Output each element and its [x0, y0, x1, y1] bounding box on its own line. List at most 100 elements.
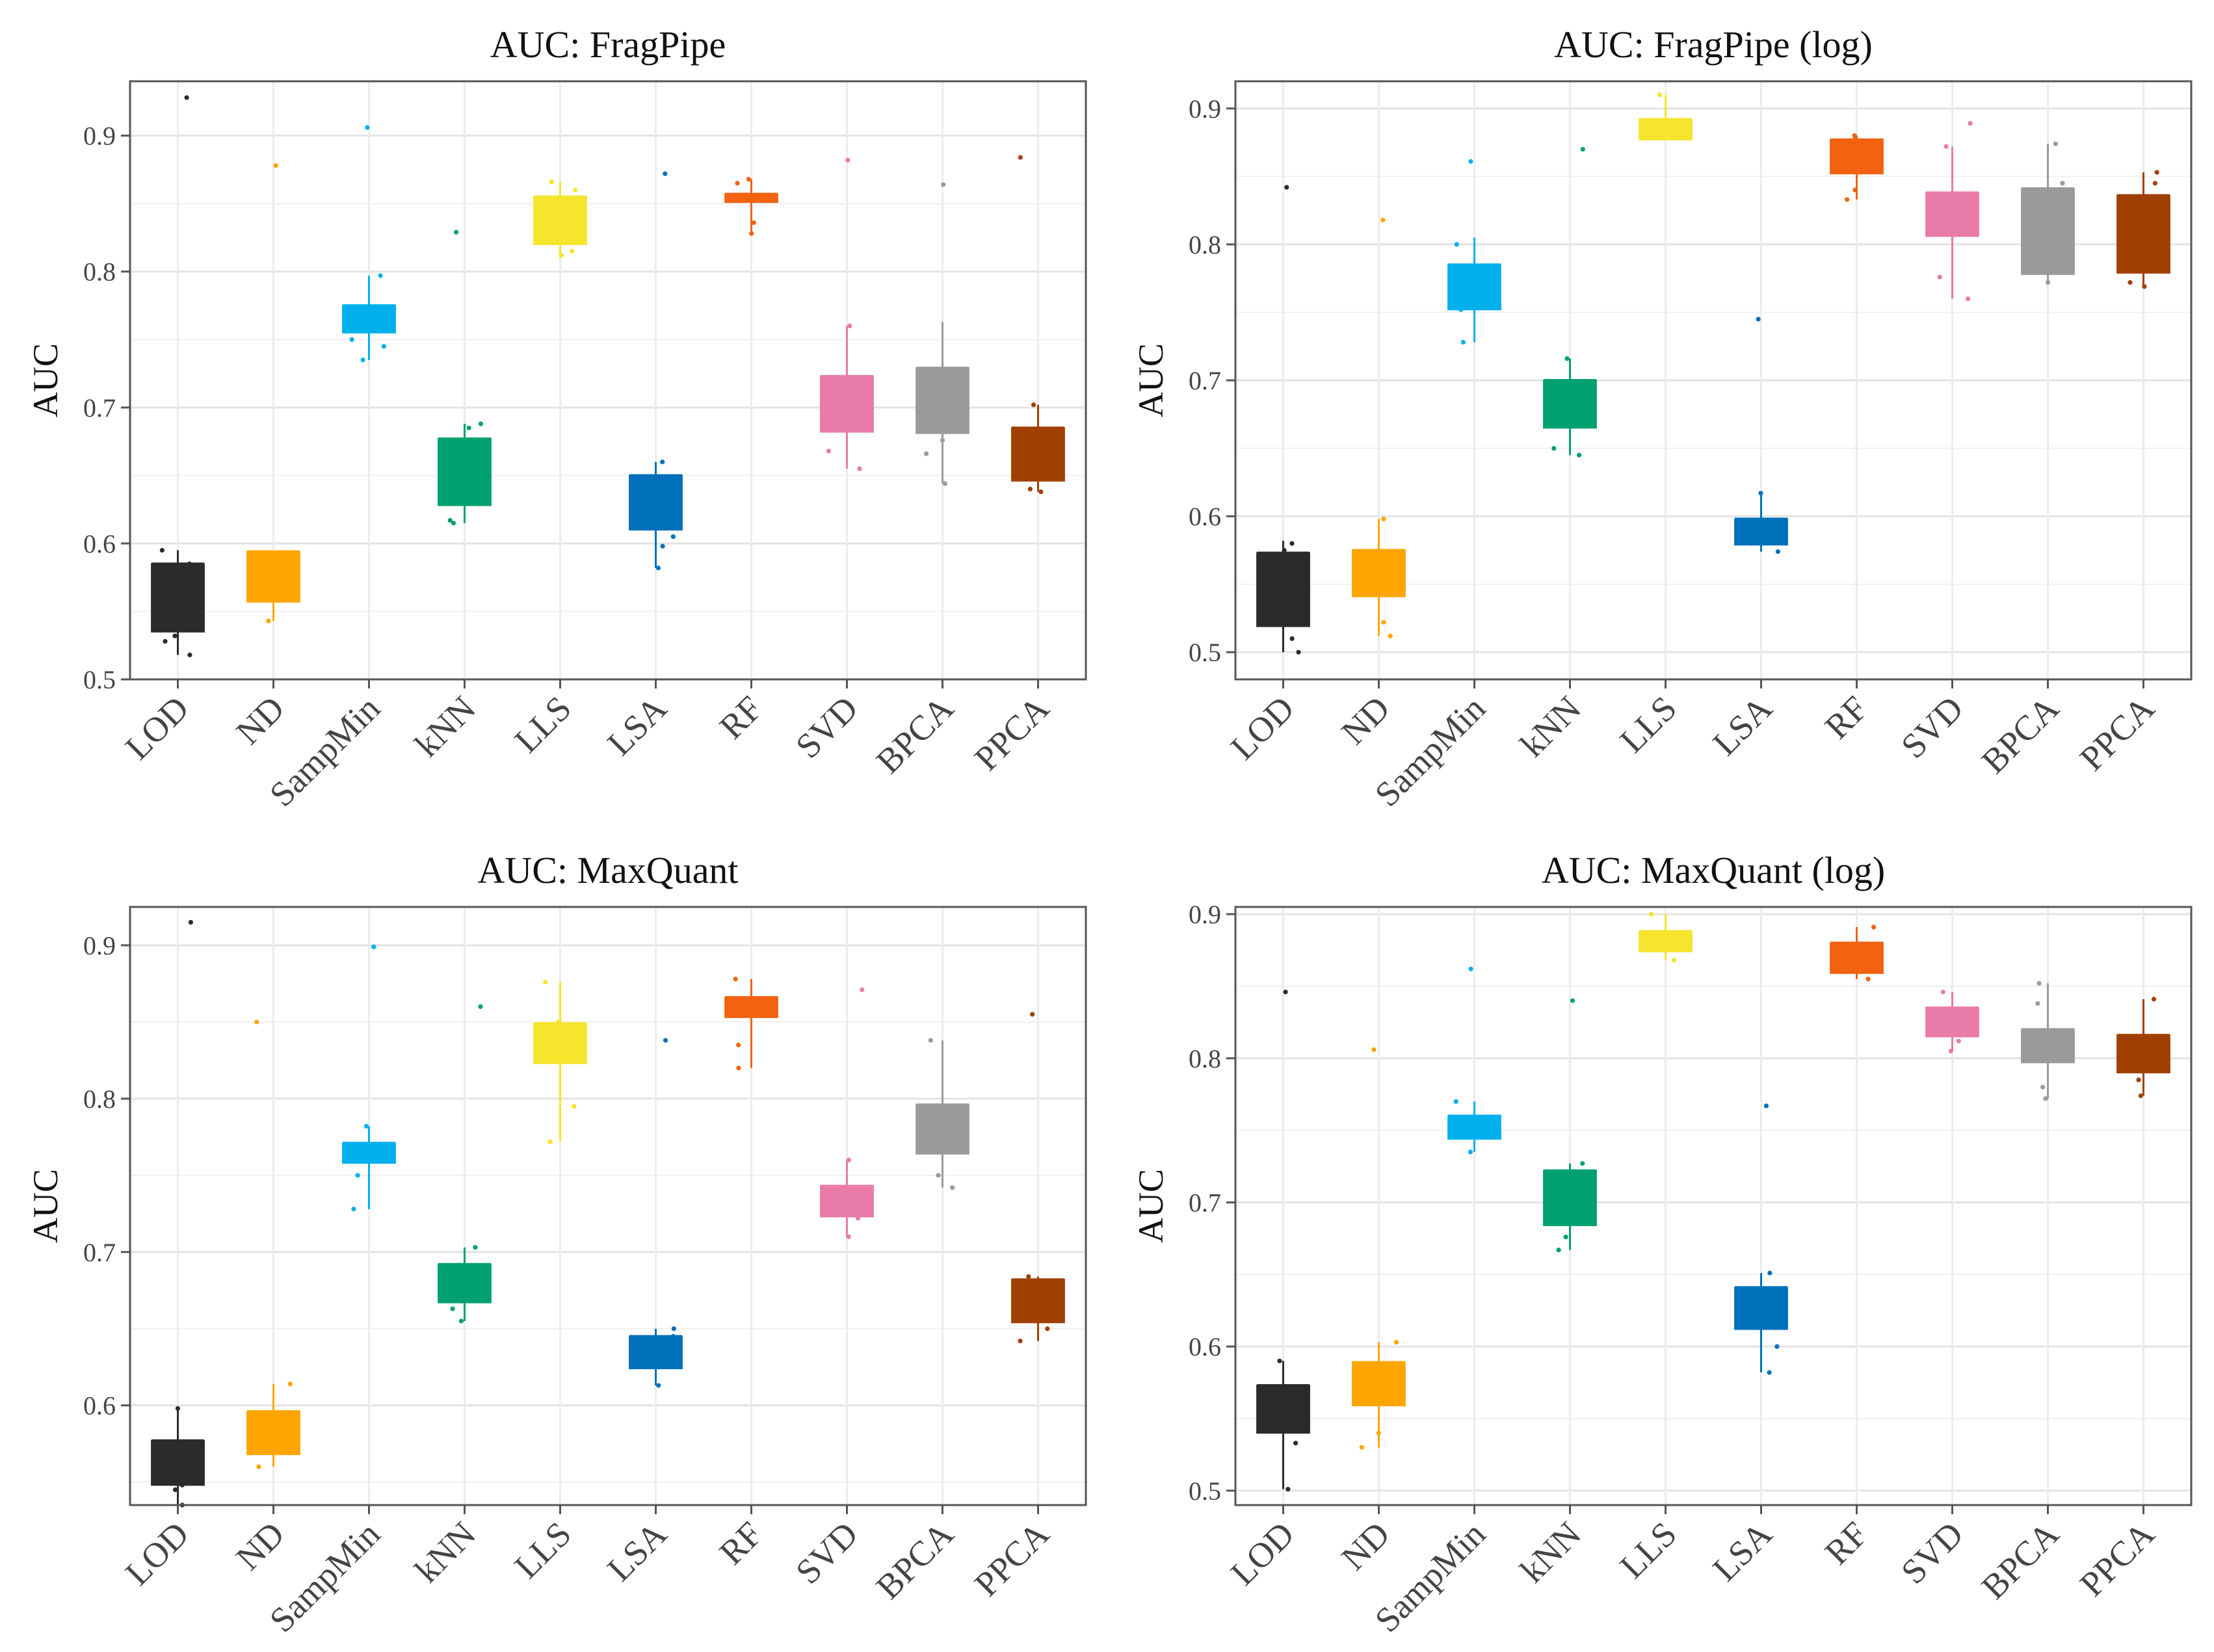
box-lod	[151, 95, 205, 657]
box-svd	[1925, 121, 1979, 302]
data-point	[1468, 159, 1473, 164]
data-point	[478, 421, 484, 426]
box-knn	[1543, 146, 1597, 458]
box-body	[1011, 1279, 1065, 1324]
data-point	[450, 1306, 455, 1311]
data-point	[266, 618, 271, 623]
box-lls	[1639, 92, 1693, 140]
data-point	[1454, 242, 1459, 247]
data-point	[670, 1333, 676, 1339]
x-tick-label: RF	[712, 1514, 770, 1572]
data-point	[282, 1449, 287, 1454]
data-point	[826, 449, 831, 454]
data-point	[1045, 1326, 1050, 1331]
box-body	[916, 1104, 969, 1155]
data-point	[179, 1482, 185, 1488]
data-point	[447, 518, 453, 523]
data-point	[1289, 636, 1295, 641]
box-knn	[1543, 998, 1597, 1253]
x-tick-label: ND	[228, 688, 292, 752]
box-body	[629, 475, 683, 531]
x-tick-label: LSA	[600, 688, 674, 763]
box-nd	[246, 1019, 300, 1469]
data-point	[1459, 1135, 1464, 1140]
data-point	[1671, 958, 1676, 963]
box-body	[438, 438, 492, 506]
data-point	[365, 125, 370, 130]
x-tick-label: PPCA	[2072, 688, 2162, 778]
y-tick-label: 0.5	[1189, 638, 1221, 667]
x-tick-label: LLS	[1613, 688, 1684, 760]
box-lls	[1639, 911, 1693, 963]
data-point	[2128, 280, 2133, 285]
y-axis-label: AUC	[26, 1169, 65, 1243]
plot-border	[129, 906, 1087, 1506]
data-point	[1576, 452, 1582, 458]
panel-fragpipe-log: AUC: FragPipe (log) 0.5 0.6 0.7 0.8 0.9 AUC LOD…	[1105, 0, 2211, 826]
box-rf	[1830, 924, 1884, 982]
box-svd	[1925, 990, 1979, 1054]
data-point	[1388, 633, 1393, 638]
data-point	[1030, 1012, 1035, 1017]
data-point	[381, 344, 386, 349]
box-body	[151, 1439, 205, 1486]
box-lsa	[629, 171, 683, 571]
box-body	[1447, 264, 1501, 311]
data-point	[1381, 516, 1386, 521]
box-body	[1925, 192, 1979, 237]
box-body	[1925, 1007, 1979, 1038]
box-rf	[724, 977, 778, 1071]
box-bpca	[916, 182, 969, 486]
data-point	[1570, 998, 1575, 1003]
data-point	[1758, 490, 1763, 496]
data-point	[845, 157, 850, 163]
data-point	[1563, 1235, 1568, 1240]
data-point	[1038, 489, 1044, 495]
y-tick-label: 0.9	[1189, 900, 1221, 929]
x-tick-label: ND	[1334, 688, 1397, 752]
data-point	[273, 163, 278, 168]
box-knn	[438, 1004, 492, 1324]
x-tick-label: LOD	[1223, 688, 1302, 767]
chart-svg: AUC: MaxQuant (log) 0.5 0.6 0.7 0.8 0.9 AUC LOD…	[1131, 849, 2193, 1640]
data-point	[175, 1406, 180, 1411]
x-tick-label: LOD	[118, 1514, 196, 1593]
box-ppca	[1011, 155, 1065, 495]
box-lls	[533, 979, 587, 1144]
data-point	[1393, 1339, 1399, 1345]
box-body	[2021, 188, 2075, 275]
box-body	[438, 1263, 492, 1304]
data-point	[846, 1157, 851, 1162]
chart-title: AUC: FragPipe (log)	[1554, 23, 1873, 66]
data-point	[1852, 136, 1858, 141]
y-tick-label: 0.5	[83, 665, 116, 694]
y-tick-label: 0.6	[83, 529, 116, 558]
data-point	[936, 1173, 941, 1178]
data-point	[1458, 307, 1464, 312]
box-body	[1447, 1115, 1501, 1140]
box-ppca	[2116, 997, 2170, 1099]
data-point	[940, 438, 945, 443]
x-tick-label: RF	[1817, 1514, 1875, 1572]
data-point	[1031, 402, 1036, 408]
box-body	[1830, 942, 1884, 974]
chart-svg: AUC: FragPipe (log) 0.5 0.6 0.7 0.8 0.9 AUC LOD…	[1131, 23, 2193, 814]
x-tick-label: BPCA	[869, 1514, 961, 1606]
box-sampmin	[1447, 966, 1501, 1155]
x-tick-label: PPCA	[2072, 1514, 2162, 1604]
box-body	[2116, 1034, 2170, 1073]
data-point	[751, 220, 756, 226]
box-rf	[724, 176, 778, 236]
data-point	[660, 459, 665, 465]
data-point	[2040, 1084, 2046, 1090]
box-body	[1830, 138, 1884, 175]
box-body	[1734, 518, 1788, 545]
data-point	[846, 1234, 851, 1239]
data-point	[1277, 1358, 1282, 1363]
data-point	[735, 181, 740, 186]
data-point	[172, 1487, 178, 1493]
box-lsa	[1734, 1103, 1788, 1375]
data-point	[1460, 339, 1466, 345]
box-lod	[1256, 990, 1310, 1492]
